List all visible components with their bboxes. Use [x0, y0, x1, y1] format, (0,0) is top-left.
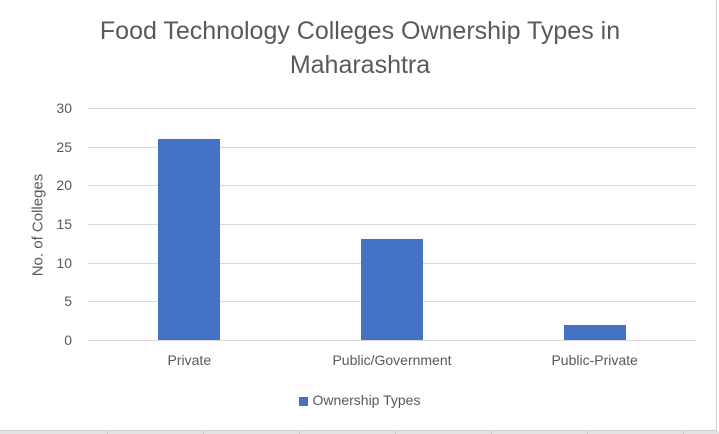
bar-private[interactable]	[158, 138, 221, 340]
y-tick-label: 20	[56, 177, 72, 194]
cell-divider	[299, 431, 300, 434]
y-tick-label: 30	[56, 100, 72, 116]
chart-title-line-1: Food Technology Colleges Ownership Types…	[99, 17, 621, 45]
gridline	[88, 146, 696, 148]
bar-public-government[interactable]	[361, 239, 423, 340]
gridline	[88, 185, 696, 187]
gridline	[88, 340, 696, 341]
cell-divider	[491, 431, 492, 434]
legend-swatch-icon	[298, 397, 308, 406]
cell-divider	[683, 431, 684, 434]
legend-label: Ownership Types	[312, 392, 421, 408]
x-category-label: Public-Private	[551, 352, 638, 368]
bar-public-private[interactable]	[563, 324, 626, 340]
plot-area: 0 5 10 15 20 25 30	[56, 100, 696, 348]
y-tick-label: 10	[56, 254, 72, 271]
x-category-label: Public/Government	[332, 352, 452, 368]
legend[interactable]: Ownership Types	[0, 392, 719, 408]
cell-divider	[587, 431, 588, 434]
x-category-label: Private	[167, 352, 212, 368]
y-tick-label: 25	[56, 138, 72, 155]
chart-title: Food Technology Colleges Ownership Types…	[60, 14, 660, 82]
y-tick-label: 5	[64, 293, 72, 310]
spreadsheet-row-edge	[0, 431, 719, 434]
cell-divider	[203, 431, 204, 434]
gridline	[88, 108, 696, 109]
y-tick-label: 0	[64, 332, 72, 348]
gridline	[88, 224, 696, 225]
chart-title-line-2: Maharashtra	[289, 51, 431, 79]
y-tick-label: 15	[56, 216, 72, 232]
cell-divider	[107, 431, 108, 434]
cell-divider	[395, 431, 396, 434]
